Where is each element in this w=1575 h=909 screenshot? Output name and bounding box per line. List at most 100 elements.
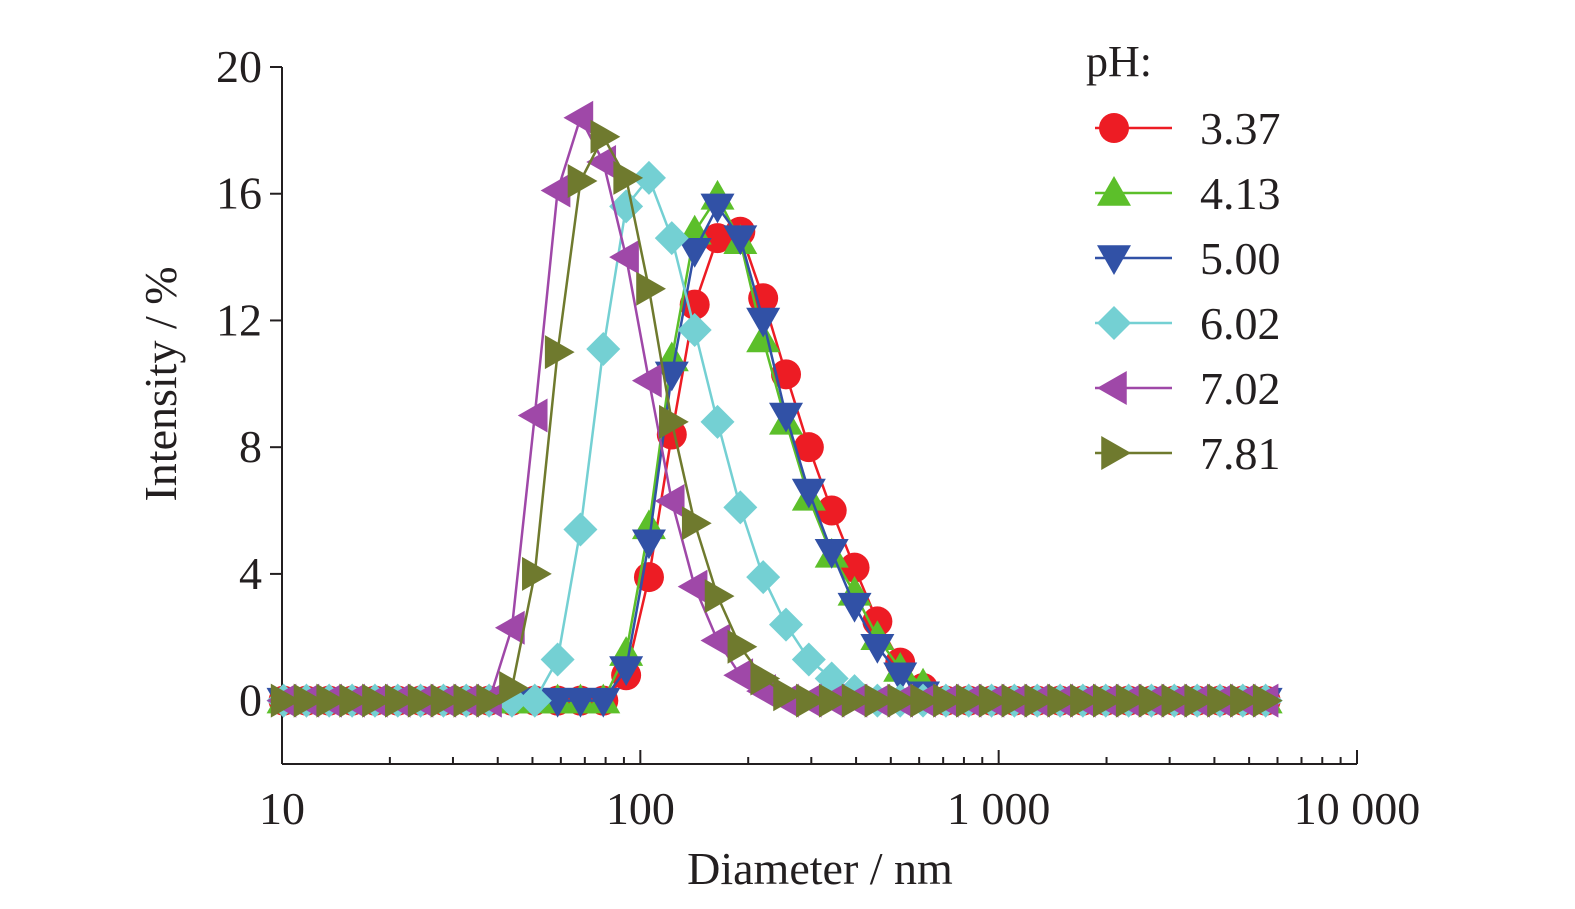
data-point [796, 683, 826, 718]
data-point [590, 119, 621, 154]
legend-label: 7.81 [1200, 428, 1281, 479]
data-point [860, 634, 895, 664]
data-point [1024, 683, 1055, 718]
data-point [1230, 683, 1260, 718]
legend-marker-icon [1097, 306, 1131, 340]
y-tick-label: 16 [216, 168, 262, 219]
series-6.02 [266, 160, 1283, 718]
x-tick-label: 1 000 [947, 783, 1051, 834]
data-point [1070, 683, 1100, 718]
x-tick-label: 10 000 [1294, 783, 1421, 834]
data-point [586, 331, 621, 366]
y-tick-label: 20 [216, 41, 262, 92]
data-point [362, 683, 392, 718]
legend-label: 6.02 [1200, 298, 1281, 349]
legend-marker-icon [1101, 436, 1131, 470]
series-line-7.81 [283, 134, 1266, 702]
data-point [586, 687, 621, 718]
y-tick-label: 0 [239, 675, 262, 726]
data-point [654, 221, 689, 256]
y-axis-label: Intensity / % [135, 266, 186, 501]
data-point [704, 579, 735, 614]
x-axis-label: Diameter / nm [687, 843, 953, 894]
legend-marker-icon [1097, 245, 1131, 275]
data-point [910, 683, 941, 718]
data-point [540, 687, 575, 718]
legend-entry-7.81: 7.81 [1095, 428, 1281, 479]
data-point [887, 683, 918, 718]
axes: 0 4 8 12 16 20 10 100 1 000 10 000 [216, 41, 1420, 834]
data-point [293, 683, 324, 718]
legend-marker-icon [1097, 371, 1127, 405]
data-point [1001, 683, 1032, 718]
data-point [517, 398, 548, 433]
data-point [883, 662, 918, 693]
data-point [659, 404, 689, 439]
data-point [773, 677, 804, 712]
data-point [407, 683, 438, 718]
data-point [723, 225, 758, 256]
data-point [700, 623, 731, 658]
data-point [453, 683, 484, 718]
data-point [1184, 683, 1215, 718]
data-point [769, 607, 804, 642]
y-tick-label: 8 [239, 421, 262, 472]
data-point [702, 223, 733, 254]
data-point [746, 307, 781, 338]
data-point [563, 512, 598, 547]
data-point [631, 529, 666, 560]
data-point [955, 683, 986, 718]
data-point [631, 160, 666, 195]
data-point [586, 145, 617, 180]
legend-label: 7.02 [1200, 363, 1281, 414]
series-4.13 [266, 179, 1283, 714]
data-point [563, 687, 598, 718]
data-point [499, 670, 529, 705]
series-layer [266, 100, 1283, 718]
data-point [791, 478, 826, 509]
data-point [677, 312, 712, 347]
data-point [841, 683, 872, 718]
data-point [677, 238, 712, 268]
legend-entry-3.37: 3.37 [1095, 103, 1281, 154]
legend-label: 3.37 [1200, 103, 1281, 154]
data-point [567, 164, 598, 199]
data-point [1093, 683, 1123, 718]
data-point [1138, 683, 1169, 718]
data-point [814, 538, 849, 569]
series-7.81 [270, 119, 1283, 718]
data-point [522, 556, 552, 591]
data-point [727, 629, 758, 664]
data-point [609, 240, 639, 275]
data-point [609, 656, 644, 686]
data-point [933, 683, 963, 718]
legend: pH: 3.37 4.13 5.00 6.02 7.02 7.81 [1086, 37, 1281, 479]
series-5.00 [266, 193, 1283, 718]
data-point [1161, 683, 1192, 718]
data-point [816, 495, 847, 526]
data-point [540, 173, 571, 208]
x-tick-label: 100 [606, 783, 675, 834]
data-point [837, 592, 872, 623]
y-tick-label: 12 [216, 294, 262, 345]
legend-entry-7.02: 7.02 [1095, 363, 1281, 414]
data-point [316, 683, 347, 718]
data-point [1047, 683, 1078, 718]
data-point [1207, 683, 1237, 718]
y-tick-label: 4 [239, 548, 262, 599]
data-point [563, 100, 594, 135]
data-point [385, 683, 415, 718]
data-point [700, 193, 735, 224]
legend-label: 4.13 [1200, 168, 1281, 219]
data-point [746, 560, 781, 595]
data-point [613, 160, 644, 195]
data-point [636, 271, 666, 306]
data-point [700, 404, 735, 439]
data-point [1115, 683, 1146, 718]
data-point [517, 683, 552, 718]
data-point [793, 432, 824, 463]
data-point [864, 683, 895, 718]
legend-marker-icon [1097, 176, 1131, 206]
series-7.02 [266, 100, 1279, 718]
x-tick-label: 10 [259, 783, 305, 834]
